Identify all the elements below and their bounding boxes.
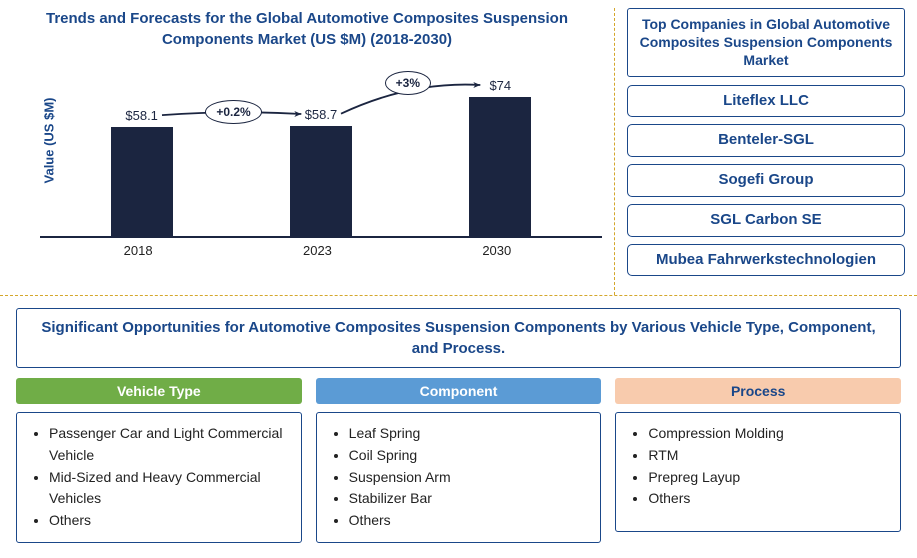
bar-group: $74 — [465, 78, 535, 236]
companies-header: Top Companies in Global Automotive Compo… — [627, 8, 905, 77]
opportunity-item: RTM — [648, 445, 890, 467]
growth-bubble: +3% — [385, 71, 431, 95]
bar — [111, 127, 173, 236]
company-box: Sogefi Group — [627, 164, 905, 197]
opportunity-item: Others — [49, 510, 291, 532]
top-row: Trends and Forecasts for the Global Auto… — [0, 0, 917, 296]
company-box: Liteflex LLC — [627, 85, 905, 118]
bar-xtick: 2023 — [303, 243, 332, 258]
chart-bars: $58.1$58.7$74201820232030+0.2%+3% — [40, 88, 602, 238]
opportunity-item: Stabilizer Bar — [349, 488, 591, 510]
opportunity-item: Others — [648, 488, 890, 510]
bar-group: $58.1 — [107, 108, 177, 236]
bar — [290, 126, 352, 236]
bar-value-label: $58.1 — [125, 108, 158, 123]
chart-title: Trends and Forecasts for the Global Auto… — [12, 8, 602, 50]
company-box: SGL Carbon SE — [627, 204, 905, 237]
opportunity-category: Component Leaf SpringCoil SpringSuspensio… — [316, 378, 602, 542]
bar-value-label: $58.7 — [305, 107, 338, 122]
opportunity-category-list: Compression MoldingRTMPrepreg LayupOther… — [615, 412, 901, 532]
companies-panel: Top Companies in Global Automotive Compo… — [615, 8, 905, 295]
bar-group: $58.7 — [286, 107, 356, 236]
opportunity-item: Passenger Car and Light Commercial Vehic… — [49, 423, 291, 466]
bar-xtick: 2018 — [124, 243, 153, 258]
bar-value-label: $74 — [489, 78, 511, 93]
opportunity-category-header: Component — [316, 378, 602, 404]
company-box: Mubea Fahrwerkstechnologien — [627, 244, 905, 277]
opportunity-item: Prepreg Layup — [648, 467, 890, 489]
opportunity-category: Process Compression MoldingRTMPrepreg Lay… — [615, 378, 901, 542]
opportunity-item: Others — [349, 510, 591, 532]
opportunity-item: Suspension Arm — [349, 467, 591, 489]
opportunities-categories-row: Vehicle Type Passenger Car and Light Comm… — [16, 378, 901, 542]
opportunities-section: Significant Opportunities for Automotive… — [0, 296, 917, 554]
opportunity-category-list: Leaf SpringCoil SpringSuspension ArmStab… — [316, 412, 602, 542]
opportunities-title: Significant Opportunities for Automotive… — [16, 308, 901, 368]
growth-bubble: +0.2% — [205, 100, 261, 124]
opportunity-item: Coil Spring — [349, 445, 591, 467]
opportunity-item: Compression Molding — [648, 423, 890, 445]
bar-xtick: 2030 — [482, 243, 511, 258]
companies-list: Liteflex LLC Benteler-SGL Sogefi Group SGL … — [627, 85, 905, 277]
opportunity-category: Vehicle Type Passenger Car and Light Comm… — [16, 378, 302, 542]
opportunity-item: Leaf Spring — [349, 423, 591, 445]
chart-area: Value (US $M) $58.1$58.7$74201820232030+… — [12, 68, 602, 238]
bar — [469, 97, 531, 236]
opportunity-item: Mid-Sized and Heavy Commercial Vehicles — [49, 467, 291, 510]
opportunity-category-header: Process — [615, 378, 901, 404]
opportunity-category-header: Vehicle Type — [16, 378, 302, 404]
chart-panel: Trends and Forecasts for the Global Auto… — [12, 8, 615, 295]
company-box: Benteler-SGL — [627, 124, 905, 157]
opportunity-category-list: Passenger Car and Light Commercial Vehic… — [16, 412, 302, 542]
